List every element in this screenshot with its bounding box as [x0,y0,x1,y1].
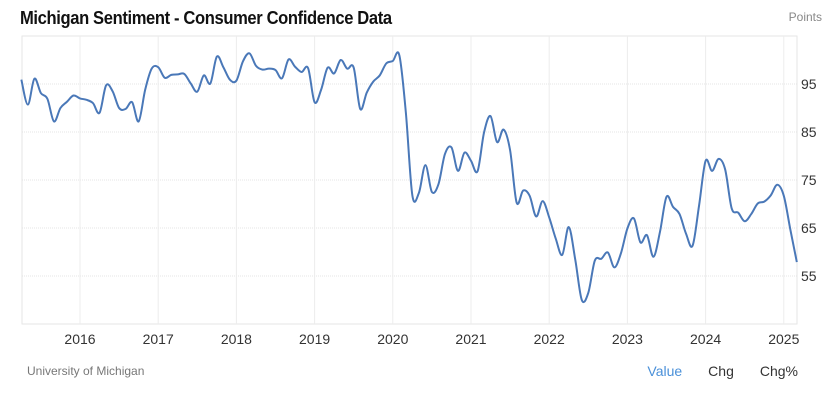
view-tabs: Value Chg Chg% [647,363,798,379]
y-tick-label: 65 [801,220,817,236]
y-tick-label: 75 [801,172,817,188]
tab-chg-percent[interactable]: Chg% [759,363,798,379]
tab-chg[interactable]: Chg [708,363,734,379]
x-tick-label: 2025 [768,331,799,347]
series-line [20,51,798,304]
x-tick-label: 2016 [64,331,95,347]
x-tick-label: 2020 [377,331,408,347]
series [20,51,798,304]
grid [21,35,798,325]
x-tick-label: 2022 [534,331,565,347]
x-tick-label: 2024 [690,331,721,347]
y-axis-ticks: 55 65 75 85 95 [801,76,817,284]
x-axis-ticks: 2016 2017 2018 2019 2020 2021 2022 2023 2024 2025 [64,331,799,347]
x-tick-label: 2019 [299,331,330,347]
x-tick-label: 2023 [612,331,643,347]
source-label: University of Michigan [27,364,145,378]
y-tick-label: 95 [801,76,817,92]
x-tick-label: 2017 [143,331,174,347]
chart-title: Michigan Sentiment - Consumer Confidence… [20,8,392,28]
y-tick-label: 55 [801,268,817,284]
x-tick-label: 2018 [221,331,252,347]
unit-label: Points [788,10,822,24]
tab-value[interactable]: Value [647,363,683,379]
y-tick-label: 85 [801,124,817,140]
x-tick-label: 2021 [455,331,486,347]
